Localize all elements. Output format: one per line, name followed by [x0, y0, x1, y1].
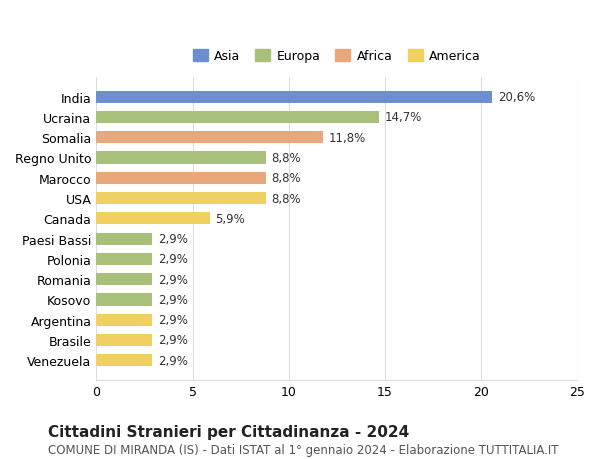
Bar: [97, 172, 266, 185]
Text: 2,9%: 2,9%: [158, 273, 188, 286]
Bar: [97, 112, 379, 124]
Text: 2,9%: 2,9%: [158, 233, 188, 246]
Bar: [97, 274, 152, 285]
Text: 11,8%: 11,8%: [329, 131, 366, 145]
Text: 2,9%: 2,9%: [158, 293, 188, 306]
Text: Cittadini Stranieri per Cittadinanza - 2024: Cittadini Stranieri per Cittadinanza - 2…: [48, 425, 409, 440]
Text: 2,9%: 2,9%: [158, 253, 188, 266]
Text: 8,8%: 8,8%: [271, 151, 301, 165]
Bar: [97, 213, 210, 225]
Text: 2,9%: 2,9%: [158, 354, 188, 367]
Text: 8,8%: 8,8%: [271, 192, 301, 205]
Text: 5,9%: 5,9%: [215, 213, 245, 225]
Text: 2,9%: 2,9%: [158, 334, 188, 347]
Bar: [97, 294, 152, 306]
Bar: [97, 152, 266, 164]
Text: 14,7%: 14,7%: [385, 111, 422, 124]
Bar: [97, 91, 493, 104]
Bar: [97, 233, 152, 245]
Legend: Asia, Europa, Africa, America: Asia, Europa, Africa, America: [188, 45, 485, 68]
Text: 20,6%: 20,6%: [498, 91, 535, 104]
Bar: [97, 354, 152, 367]
Bar: [97, 132, 323, 144]
Text: COMUNE DI MIRANDA (IS) - Dati ISTAT al 1° gennaio 2024 - Elaborazione TUTTITALIA: COMUNE DI MIRANDA (IS) - Dati ISTAT al 1…: [48, 443, 559, 456]
Text: 2,9%: 2,9%: [158, 313, 188, 326]
Bar: [97, 192, 266, 205]
Bar: [97, 253, 152, 265]
Bar: [97, 314, 152, 326]
Text: 8,8%: 8,8%: [271, 172, 301, 185]
Bar: [97, 334, 152, 347]
